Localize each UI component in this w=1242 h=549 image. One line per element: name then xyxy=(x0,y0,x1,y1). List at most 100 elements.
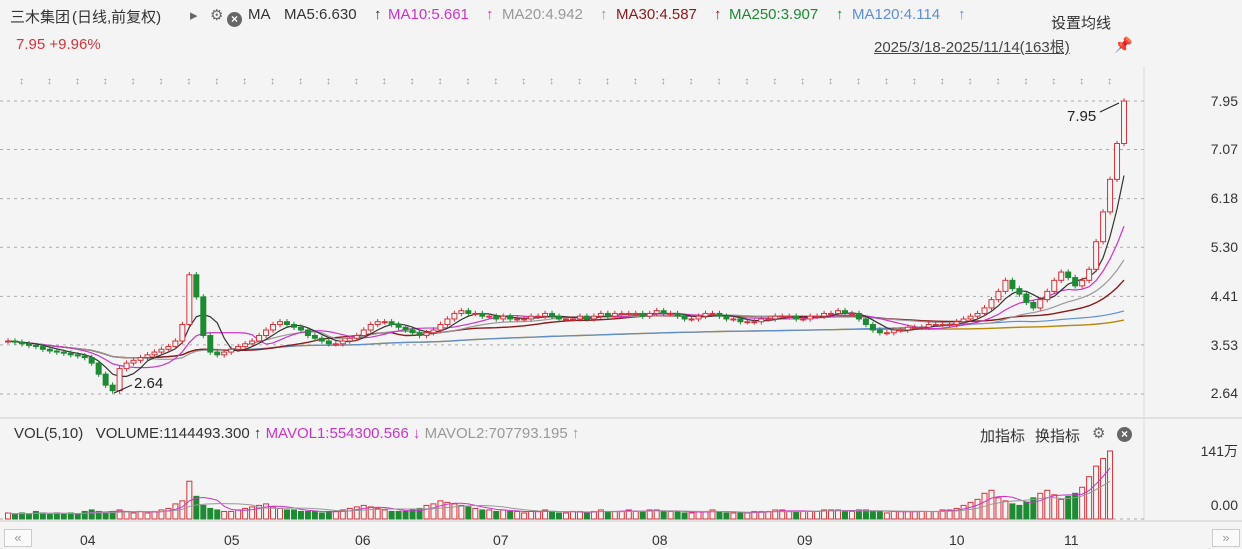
event-marker-icon: ↕ xyxy=(103,76,108,87)
candle-body xyxy=(597,312,604,317)
event-marker-icon: ↕ xyxy=(549,76,554,87)
annotations: 7.95 2.64 xyxy=(113,102,1120,394)
volume-bar xyxy=(423,504,430,520)
volume-bar xyxy=(1016,504,1023,520)
candle-body xyxy=(709,312,716,315)
volume-bar xyxy=(946,509,953,520)
volume-bar xyxy=(137,510,144,520)
volume-bar xyxy=(514,510,521,520)
candle-body xyxy=(1065,271,1072,279)
volume-bar xyxy=(807,510,814,520)
volume-bar xyxy=(360,504,367,520)
event-marker-icon: ↕ xyxy=(19,76,24,87)
volume-bar xyxy=(1030,497,1037,520)
candle-body xyxy=(1100,211,1107,243)
candle-body xyxy=(165,346,172,350)
candle-body xyxy=(284,321,290,325)
pin-icon[interactable]: 📌 xyxy=(1114,37,1133,54)
candle-body xyxy=(960,318,967,323)
scroll-left-button[interactable]: « xyxy=(4,529,32,547)
candle-body xyxy=(828,312,835,315)
candle-body xyxy=(123,362,130,370)
ma250-arrow: ↑ xyxy=(836,6,844,23)
chevron-down-icon: ⌄ xyxy=(1051,13,1061,25)
candle-body xyxy=(521,318,528,321)
candle-body xyxy=(256,335,263,342)
candle-body xyxy=(1114,142,1121,180)
settings-ma-label: 设置均线 xyxy=(1051,15,1112,32)
candle-body xyxy=(395,323,402,328)
event-marker-icon: ↕ xyxy=(1107,76,1112,87)
gear-icon[interactable]: ⚙ xyxy=(210,7,224,24)
volume-bar xyxy=(430,503,437,520)
candle-body xyxy=(967,315,974,320)
candle-body xyxy=(821,312,828,317)
close-icon[interactable]: × xyxy=(1117,425,1132,442)
volume-bar xyxy=(821,509,828,520)
gear-icon[interactable]: ⚙ xyxy=(1092,425,1106,442)
volume-bar xyxy=(102,512,109,520)
candle-body xyxy=(493,315,500,320)
candle-body xyxy=(193,274,200,298)
volume-bar xyxy=(500,509,507,520)
volume-bar xyxy=(1051,494,1058,520)
candle-body xyxy=(11,340,18,343)
candle-body xyxy=(953,321,960,325)
chart-mode[interactable]: (日线,前复权) xyxy=(72,9,162,26)
volume-bar xyxy=(723,512,730,520)
price-tick: 7.95 xyxy=(1210,93,1238,109)
month-label: 04 xyxy=(80,532,96,548)
volume-bar xyxy=(890,510,897,520)
volume-bar xyxy=(716,510,723,520)
candlesticks xyxy=(5,98,1127,394)
candle-body xyxy=(144,354,151,359)
volume-bar xyxy=(284,509,290,520)
volume-bar xyxy=(618,510,625,520)
candle-body xyxy=(765,318,772,321)
candle-body xyxy=(1093,241,1100,270)
candle-body xyxy=(751,321,758,324)
candle-body xyxy=(918,326,925,329)
volume-bar xyxy=(472,507,479,520)
volume-bar xyxy=(1086,476,1093,520)
volume-bar xyxy=(95,510,102,520)
chevron-right-icon[interactable]: ▸ xyxy=(190,7,198,24)
volume-bar xyxy=(416,507,423,520)
volume-bar xyxy=(744,512,751,520)
event-marker-icon: ↕ xyxy=(75,76,80,87)
candle-body xyxy=(32,344,39,348)
scroll-right-button[interactable]: » xyxy=(1212,529,1240,547)
add-indicator-button[interactable]: 加指标 xyxy=(980,428,1026,445)
candle-body xyxy=(974,312,981,317)
candle-body xyxy=(1072,277,1079,287)
candle-body xyxy=(109,384,116,392)
event-marker-icon: ↕ xyxy=(772,76,777,87)
candle-body xyxy=(981,307,988,314)
volume-bar xyxy=(402,510,409,520)
volume-bar xyxy=(848,510,855,520)
switch-indicator-button[interactable]: 换指标 xyxy=(1035,428,1081,445)
candle-body xyxy=(67,352,74,356)
volume-bar xyxy=(39,512,46,520)
volume-bar xyxy=(451,503,458,520)
ma20-arrow: ↑ xyxy=(600,6,608,23)
candle-body xyxy=(646,312,653,317)
event-marker-icon: ↕ xyxy=(242,76,247,87)
candle-body xyxy=(639,312,646,317)
volume-bar xyxy=(5,512,11,520)
volume-bar xyxy=(1044,489,1051,520)
candle-body xyxy=(402,326,409,331)
event-marker-icon: ↕ xyxy=(689,76,694,87)
volume-bar xyxy=(46,513,53,520)
event-marker-icon: ↕ xyxy=(465,76,470,87)
volume-bar xyxy=(639,510,646,520)
date-range[interactable]: 2025/3/18-2025/11/14(163根) xyxy=(874,39,1070,56)
volume-bars xyxy=(5,450,1114,520)
candle-body xyxy=(625,312,632,315)
volume-bar xyxy=(88,509,95,520)
candle-body xyxy=(604,312,611,317)
volume-bar xyxy=(318,512,325,520)
candle-body xyxy=(1058,271,1065,281)
event-marker-icon: ↕ xyxy=(1023,76,1028,87)
